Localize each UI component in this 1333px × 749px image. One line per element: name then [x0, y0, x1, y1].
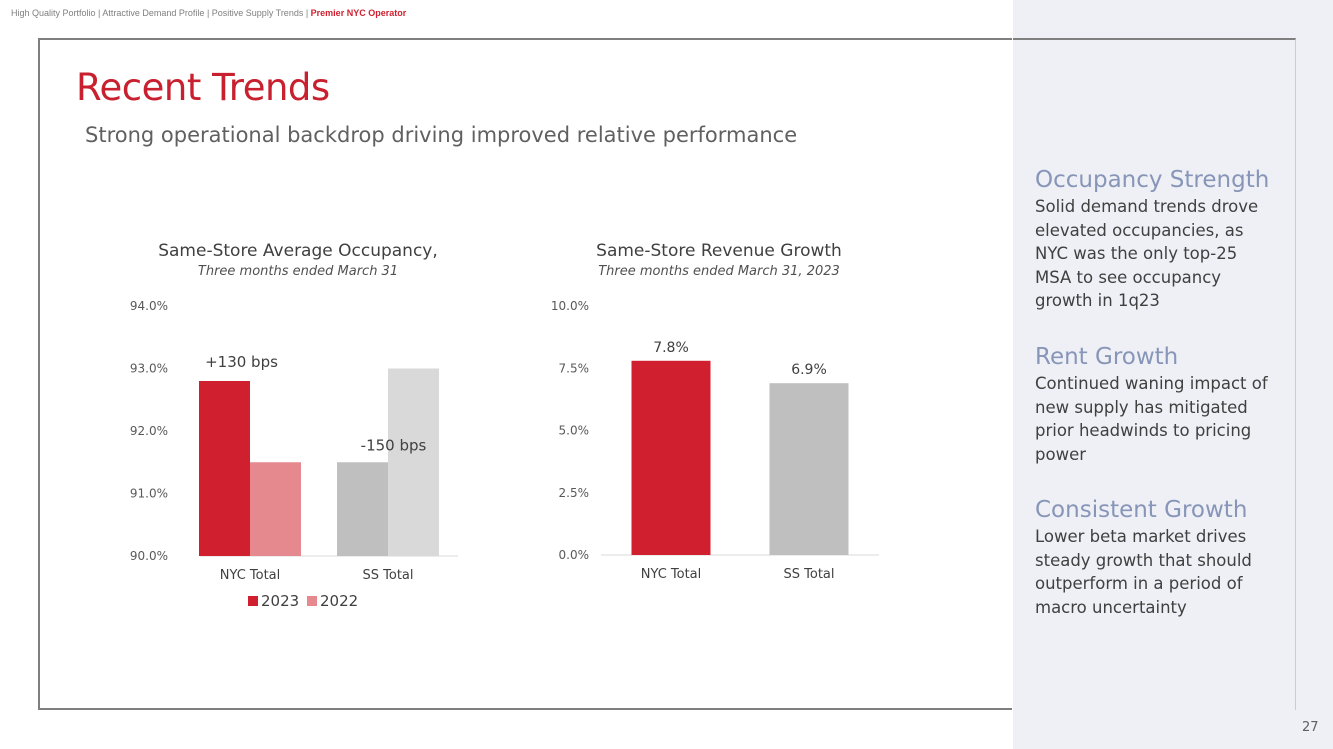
x-tick-label: SS Total	[784, 567, 835, 582]
legend-swatch-2023	[248, 596, 258, 606]
chart-title: Same-Store Average Occupancy,	[158, 241, 438, 261]
section-line: prior headwinds to pricing	[1035, 421, 1252, 440]
legend-label: 2023	[261, 592, 299, 610]
section-body: Solid demand trends drove elevated occup…	[1035, 195, 1285, 313]
bar-2023-nyc-total	[199, 381, 250, 556]
section-body: Continued waning impact of new supply ha…	[1035, 372, 1285, 466]
x-tick-label: SS Total	[363, 568, 414, 583]
data-label: 7.8%	[653, 340, 689, 356]
content-frame	[38, 38, 1012, 710]
section-line: steady growth that should	[1035, 550, 1252, 570]
section-line: Solid demand trends drove	[1035, 197, 1259, 216]
revenue-growth-chart: 10.0% 7.5% 5.0% 2.5% 0.0% 7.8% NYC Total 6.9% SS…	[551, 299, 879, 582]
y-tick-label: 93.0%	[130, 362, 168, 376]
x-tick-label: NYC Total	[220, 568, 281, 583]
legend-label: 2022	[320, 592, 358, 610]
side-frame	[1013, 38, 1296, 710]
page-title: Recent Trends	[76, 66, 330, 109]
y-tick-label: 0.0%	[559, 548, 590, 562]
section-heading: Occupancy Strength	[1035, 167, 1270, 193]
bar-ss-total	[769, 383, 849, 555]
breadcrumb-separator: |	[303, 8, 311, 18]
section-line: new supply has mitigated	[1035, 397, 1248, 417]
section-line: Lower beta market drives	[1035, 527, 1247, 546]
section-line: macro uncertainty	[1035, 597, 1187, 617]
side-panel	[1013, 0, 1333, 749]
bar-2023-ss-total	[337, 462, 388, 556]
y-tick-label: 5.0%	[559, 424, 590, 438]
section-heading: Rent Growth	[1035, 344, 1179, 370]
section-line: growth in 1q23	[1035, 291, 1160, 310]
bar-2022-ss-total	[388, 368, 439, 556]
y-tick-label: 92.0%	[130, 424, 168, 438]
y-tick-label: 91.0%	[130, 487, 168, 501]
bar-nyc-total	[631, 360, 711, 555]
annotation-label: -150 bps	[361, 436, 427, 454]
section-line: NYC was the only top-25	[1035, 244, 1238, 263]
section-line: Continued waning impact of	[1035, 374, 1268, 393]
chart-title: Same-Store Revenue Growth	[596, 241, 842, 261]
breadcrumb-separator: |	[95, 8, 103, 18]
section-line: power	[1035, 444, 1086, 464]
x-tick-label: NYC Total	[641, 567, 702, 582]
breadcrumb-item[interactable]: Positive Supply Trends	[211, 8, 304, 18]
chart-subtitle: Three months ended March 31, 2023	[598, 264, 840, 279]
breadcrumb-item[interactable]: Attractive Demand Profile	[102, 8, 205, 18]
breadcrumb-separator: |	[204, 8, 212, 18]
annotation-label: +130 bps	[205, 353, 278, 371]
legend-swatch-2022	[307, 596, 317, 606]
page-subtitle: Strong operational backdrop driving impr…	[85, 123, 798, 147]
y-tick-label: 7.5%	[559, 361, 590, 375]
page-number: 27	[1302, 720, 1319, 735]
sidebar-section: Occupancy Strength Solid demand trends d…	[1035, 167, 1285, 313]
section-body: Lower beta market drives steady growth t…	[1035, 525, 1285, 619]
section-line: elevated occupancies, as	[1035, 220, 1244, 240]
breadcrumb: High Quality Portfolio | Attractive Dema…	[11, 8, 406, 18]
breadcrumb-item-active[interactable]: Premier NYC Operator	[310, 8, 407, 18]
section-line: MSA to see occupancy	[1035, 267, 1222, 287]
sidebar-section: Rent Growth Continued waning impact of n…	[1035, 344, 1285, 466]
data-label: 6.9%	[791, 362, 827, 378]
section-line: outperform in a period of	[1035, 574, 1243, 593]
chart-subtitle: Three months ended March 31	[197, 264, 399, 279]
breadcrumb-item[interactable]: High Quality Portfolio	[11, 8, 96, 18]
bar-2022-nyc-total	[250, 462, 301, 556]
occupancy-chart: 94.0% 93.0% 92.0% 91.0% 90.0% NYC Total SS Tot…	[130, 299, 458, 610]
y-tick-label: 94.0%	[130, 299, 168, 313]
section-heading: Consistent Growth	[1035, 497, 1248, 523]
sidebar-section: Consistent Growth Lower beta market driv…	[1035, 497, 1285, 619]
y-tick-label: 90.0%	[130, 549, 168, 563]
y-tick-label: 2.5%	[559, 486, 590, 500]
y-tick-label: 10.0%	[551, 299, 589, 313]
